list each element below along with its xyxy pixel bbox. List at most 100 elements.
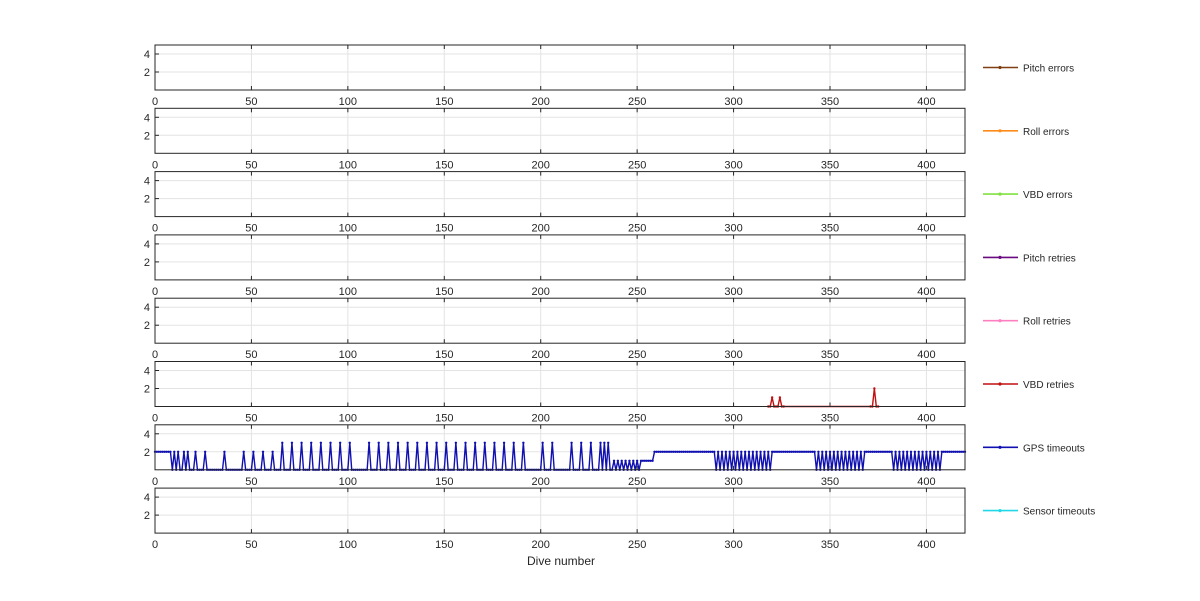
data-point: [797, 450, 801, 453]
x-tick-label: 350: [821, 223, 839, 235]
x-tick-label: 200: [532, 223, 550, 235]
x-tick-label: 0: [152, 223, 158, 235]
x-tick-label: 300: [724, 96, 742, 108]
data-point: [873, 450, 876, 453]
x-tick-label: 350: [821, 96, 839, 108]
x-tick-label: 0: [152, 286, 158, 298]
data-point: [599, 441, 602, 444]
x-tick-label: 150: [435, 159, 453, 171]
data-point: [632, 459, 635, 462]
data-point: [173, 450, 176, 453]
data-point: [851, 450, 855, 453]
data-point: [261, 450, 265, 453]
data-point: [473, 441, 477, 444]
data-point: [813, 450, 816, 453]
x-tick-label: 300: [724, 286, 742, 298]
data-point: [817, 450, 820, 453]
data-point: [871, 450, 874, 453]
data-point: [338, 441, 342, 444]
data-point: [917, 450, 920, 453]
x-tick-label: 100: [339, 286, 357, 298]
x-tick-label: 250: [628, 349, 646, 361]
legend-marker: [998, 509, 1002, 513]
data-point: [807, 450, 810, 453]
x-tick-label: 250: [628, 476, 646, 488]
panel-1: 0 50 100 150 200 250 300 350 400 2 4 Roll errors: [144, 107, 1069, 171]
x-tick-label: 0: [152, 159, 158, 171]
x-tick-label: 0: [152, 539, 158, 551]
axes-background: [155, 108, 965, 154]
y-tick-label: 4: [144, 239, 150, 251]
x-tick-label: 250: [628, 223, 646, 235]
x-tick-label: 100: [339, 413, 357, 425]
data-point: [628, 459, 631, 462]
legend-marker: [998, 255, 1002, 259]
data-point: [688, 450, 691, 453]
data-point: [859, 450, 863, 453]
data-point: [678, 450, 681, 453]
data-point: [522, 441, 525, 444]
axes-background: [155, 45, 965, 90]
data-point: [772, 450, 776, 453]
data-point: [635, 459, 639, 462]
data-point: [649, 459, 652, 462]
x-tick-label: 150: [435, 286, 453, 298]
data-point: [676, 450, 679, 453]
data-point: [867, 450, 870, 453]
data-point: [776, 450, 780, 453]
y-tick-label: 4: [144, 302, 150, 314]
x-tick-label: 100: [339, 349, 357, 361]
legend-label: VBD errors: [1023, 190, 1072, 201]
legend-label: GPS timeouts: [1023, 443, 1085, 454]
data-point: [855, 450, 859, 453]
x-tick-label: 50: [245, 159, 257, 171]
data-point: [743, 450, 747, 453]
x-tick-label: 250: [628, 96, 646, 108]
data-point: [300, 441, 303, 444]
data-point: [954, 450, 957, 453]
legend-label: Roll errors: [1023, 127, 1069, 138]
x-axis-label: Dive number: [527, 554, 595, 568]
data-point: [570, 441, 573, 444]
data-point: [612, 459, 616, 462]
data-point: [329, 441, 332, 444]
data-point: [194, 450, 197, 453]
legend-label: Pitch retries: [1023, 253, 1076, 264]
data-point: [736, 450, 739, 453]
y-tick-label: 4: [144, 492, 150, 504]
y-tick-label: 4: [144, 366, 150, 378]
data-point: [796, 450, 799, 453]
data-point: [713, 450, 716, 453]
data-point: [929, 450, 932, 453]
y-tick-label: 2: [144, 320, 150, 332]
data-point: [869, 450, 872, 453]
data-point: [186, 450, 189, 453]
data-point: [936, 450, 940, 453]
panel-5: 0 50 100 150 200 250 300 350 400 2 4 VBD retries: [144, 361, 1074, 425]
axes-background: [155, 361, 965, 407]
x-tick-label: 350: [821, 159, 839, 171]
data-point: [878, 450, 882, 453]
data-point: [161, 450, 164, 453]
x-tick-label: 50: [245, 413, 257, 425]
panel-2: 0 50 100 150 200 250 300 350 400 2 4 VBD errors: [144, 171, 1072, 235]
data-point: [832, 450, 836, 453]
data-point: [223, 450, 226, 453]
data-point: [961, 450, 965, 453]
data-point: [377, 441, 380, 444]
data-point: [643, 459, 647, 462]
data-point: [699, 450, 702, 453]
data-point: [672, 450, 675, 453]
data-point: [770, 450, 774, 453]
x-tick-label: 400: [917, 286, 935, 298]
data-point: [824, 450, 828, 453]
legend-label: Pitch errors: [1023, 64, 1074, 75]
data-point: [167, 450, 170, 453]
y-tick-label: 2: [144, 194, 150, 206]
data-point: [425, 441, 429, 444]
data-point: [952, 450, 955, 453]
data-point: [784, 450, 787, 453]
data-point: [701, 450, 704, 453]
y-tick-label: 2: [144, 257, 150, 269]
data-point: [958, 450, 961, 453]
